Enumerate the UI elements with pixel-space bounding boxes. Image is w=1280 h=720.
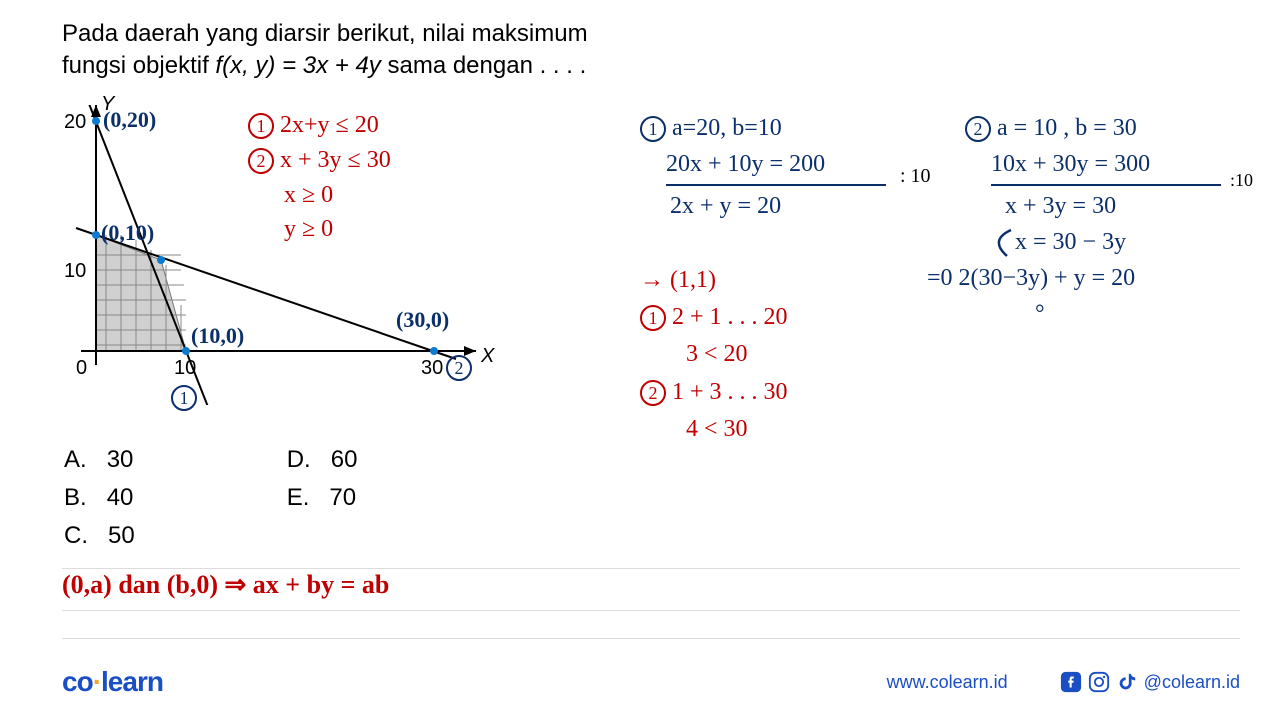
label-0-20: (0,20) [103,107,156,133]
wr-fracline [991,184,1221,186]
wt-arrow: → (1,1) [640,262,788,299]
question-line1: Pada daerah yang diarsir berikut, nilai … [62,20,588,47]
work-right: 2 a = 10 , b = 30 10x + 30y = 300 x + 3y… [965,110,1221,332]
dot-0-20 [92,117,100,125]
option-d-val: 60 [331,446,358,473]
wt-2-text: 1 + 3 . . . 30 [672,379,788,405]
constraint-2-text: x + 3y ≤ 30 [280,147,391,173]
options-table: A. 30 D. 60 B. 40 E. 70 C. 50 [62,440,509,556]
tiktok-icon[interactable] [1116,671,1138,693]
option-c: C. 50 [64,518,285,554]
constraint-3: x ≥ 0 [248,178,391,213]
rule-1 [62,568,1240,569]
wl-div: : 10 [900,165,931,188]
question-function: f(x, y) = 3x + 4y [215,52,380,79]
feasible-region [96,235,186,351]
tick-y20: 20 [64,111,86,134]
option-e: E. 70 [287,480,508,516]
wt-1: 1 2 + 1 . . . 20 [640,299,788,336]
option-d: D. 60 [287,442,508,478]
label-30-0: (30,0) [396,307,449,333]
x-arrow [464,346,476,356]
tick-y10: 10 [64,260,86,283]
brand-co: co [62,666,93,697]
wl-header: 1 a=20, b=10 [640,110,886,146]
wr-header: 2 a = 10 , b = 30 [965,110,1221,146]
wr-r4-row: x = 30 − 3y [965,224,1221,260]
x-axis-label: X [481,345,494,368]
bottom-formula: (0,a) dan (b,0) ⇒ ax + by = ab [62,570,389,600]
wt-1-text: 2 + 1 . . . 20 [672,304,788,330]
wr-r1: a = 10 , b = 30 [997,115,1137,141]
constraint-2: 2 x + 3y ≤ 30 [248,143,391,178]
option-a-val: 30 [107,446,134,473]
curve-arrow-icon [987,228,1015,258]
wl-fracline [666,184,886,186]
rule-3 [62,638,1240,639]
footer-url[interactable]: www.colearn.id [887,672,1008,693]
wt-1-num: 1 [640,305,666,331]
question-text: Pada daerah yang diarsir berikut, nilai … [62,18,588,83]
wl-l2: 20x + 10y = 200 [640,146,886,182]
tick-x30: 30 [421,357,443,380]
wr-r6: ° [965,296,1221,332]
question-line2b: sama dengan . . . . [381,52,586,79]
brand-logo: co·learn [62,666,163,698]
wt-2: 2 1 + 3 . . . 30 [640,374,788,411]
wr-num2: 2 [965,116,991,142]
label-0-10: (0,10) [101,220,154,246]
footer: co·learn www.colearn.id @colearn.id [62,666,1240,698]
wt-2b: 4 < 30 [640,411,788,448]
wt-1b: 3 < 20 [640,336,788,373]
instagram-icon[interactable] [1088,671,1110,693]
footer-right: www.colearn.id @colearn.id [887,671,1240,693]
wl-l3: 2x + y = 20 [640,188,886,224]
wr-r3: x + 3y = 30 [965,188,1221,224]
constraints-block: 1 2x+y ≤ 20 2 x + 3y ≤ 30 x ≥ 0 y ≥ 0 [248,108,391,247]
constraint-4: y ≥ 0 [248,212,391,247]
wr-div: :10 [1230,170,1253,191]
constraint-2-num: 2 [248,148,274,174]
question-line2a: fungsi objektif [62,52,215,79]
constraint-1: 1 2x+y ≤ 20 [248,108,391,143]
wr-r2: 10x + 30y = 300 [965,146,1221,182]
label-10-0: (10,0) [191,323,244,349]
dot-0-10 [92,231,100,239]
social-icons: @colearn.id [1060,671,1240,693]
brand-learn: learn [101,666,163,697]
option-e-val: 70 [329,484,356,511]
tick-x10: 10 [174,357,196,380]
dot-intersection [157,256,165,264]
option-b: B. 40 [64,480,285,516]
wl-l1: a=20, b=10 [672,115,782,141]
option-b-val: 40 [107,484,134,511]
wt-2-num: 2 [640,380,666,406]
constraint-1-num: 1 [248,113,274,139]
dot-10-0 [182,347,190,355]
dot-30-0 [430,347,438,355]
option-c-val: 50 [108,522,135,549]
constraint-1-text: 2x+y ≤ 20 [280,112,379,138]
wr-r4: x = 30 − 3y [1015,229,1126,255]
work-test: → (1,1) 1 2 + 1 . . . 20 3 < 20 2 1 + 3 … [640,262,788,448]
graph-circle-1: 1 [171,385,197,411]
wr-r5: =0 2(30−3y) + y = 20 [927,260,1221,296]
graph-circle-2: 2 [446,355,472,381]
rule-2 [62,610,1240,611]
work-left: 1 a=20, b=10 20x + 10y = 200 2x + y = 20 [640,110,886,224]
brand-dot-icon: · [93,666,101,697]
option-a: A. 30 [64,442,285,478]
tick-origin: 0 [76,357,87,380]
facebook-icon[interactable] [1060,671,1082,693]
wl-num1: 1 [640,116,666,142]
social-handle[interactable]: @colearn.id [1144,672,1240,693]
